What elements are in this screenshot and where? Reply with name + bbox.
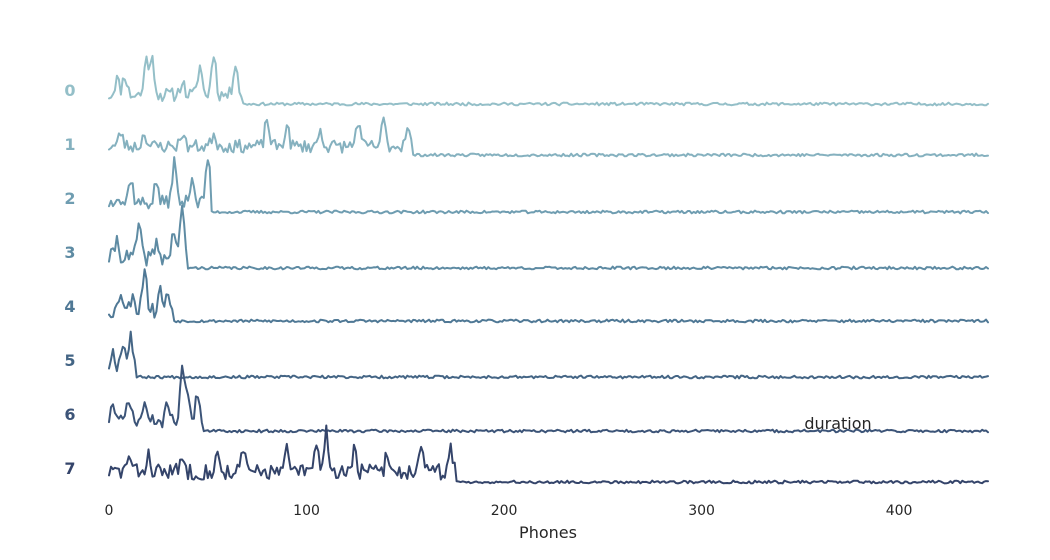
ridge-row-7: 7 [64,424,989,485]
ridge-row-5: 5 [64,330,989,380]
row-label-7: 7 [64,459,75,478]
row-label-6: 6 [64,405,75,424]
series-line-4 [108,268,989,324]
row-label-1: 1 [64,135,75,154]
series-line-5 [108,330,989,380]
duration-annotation: duration [804,414,871,433]
ridge-row-2: 2 [64,156,989,215]
row-label-5: 5 [64,351,75,370]
ridge-rows: 0 1 2 3 4 5 6 7 [64,54,989,485]
ridge-row-4: 4 [64,268,989,324]
x-axis-label: Phones [519,523,577,542]
row-label-0: 0 [64,81,75,100]
x-tick-label-200: 200 [491,503,518,519]
series-line-3 [108,204,989,271]
ridge-row-3: 3 [64,204,989,271]
ridge-row-6: 6 [64,364,989,434]
row-label-3: 3 [64,243,75,262]
x-tick-label-0: 0 [105,503,114,519]
row-label-2: 2 [64,189,75,208]
x-tick-label-100: 100 [293,503,320,519]
series-line-6 [108,364,989,434]
x-tick-label-400: 400 [886,503,913,519]
series-line-0 [108,54,989,107]
series-line-7 [108,424,989,485]
x-tick-label-300: 300 [688,503,715,519]
ridge-row-0: 0 [64,54,989,107]
x-axis-ticks: 0 100 200 300 400 [105,503,913,519]
series-line-1 [108,116,989,158]
series-line-2 [108,156,989,215]
row-label-4: 4 [64,297,75,316]
ridge-row-1: 1 [64,116,989,158]
